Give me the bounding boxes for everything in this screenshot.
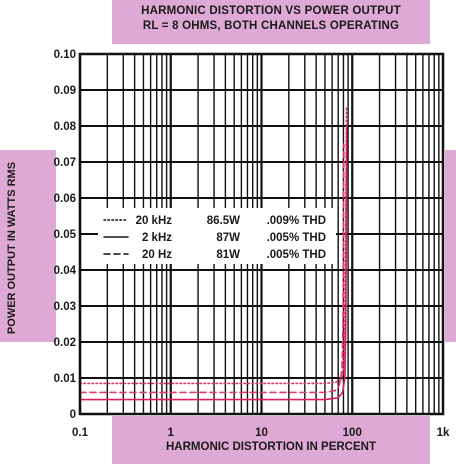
y-tick-label: 0.10 xyxy=(54,49,76,61)
y-tick-label: 0.09 xyxy=(54,85,76,97)
legend-frequency: 2 kHz xyxy=(142,232,172,244)
legend-frequency: 20 Hz xyxy=(142,249,172,261)
legend-thd: .009% THD xyxy=(267,215,326,227)
y-tick-label: 0.04 xyxy=(54,265,77,277)
x-tick-label: 10 xyxy=(255,427,268,439)
y-tick-label: 0.02 xyxy=(54,337,76,349)
x-tick-label: 0.1 xyxy=(72,427,89,439)
legend-power: 87W xyxy=(216,232,240,244)
legend: 20 kHz 86.5W .009% THD 2 kHz 87W .005% THD 20 … xyxy=(98,208,336,264)
y-tick-label: 0 xyxy=(70,409,76,421)
legend-thd: .005% THD xyxy=(267,232,326,244)
x-tick-label: 100 xyxy=(343,427,362,439)
x-tick-label: 1k xyxy=(437,427,450,439)
y-tick-label: 0.08 xyxy=(54,121,77,133)
y-tick-label: 0.06 xyxy=(54,193,76,205)
y-tick-label: 0.07 xyxy=(54,157,76,169)
y-tick-label: 0.01 xyxy=(54,373,77,385)
y-tick-label: 0.03 xyxy=(54,301,76,313)
legend-thd: .005% THD xyxy=(267,249,326,261)
legend-power: 86.5W xyxy=(207,215,240,227)
legend-frequency: 20 kHz xyxy=(136,215,173,227)
y-tick-label: 0.05 xyxy=(54,229,77,241)
x-tick-label: 1 xyxy=(168,427,175,439)
legend-power: 81W xyxy=(216,249,240,261)
